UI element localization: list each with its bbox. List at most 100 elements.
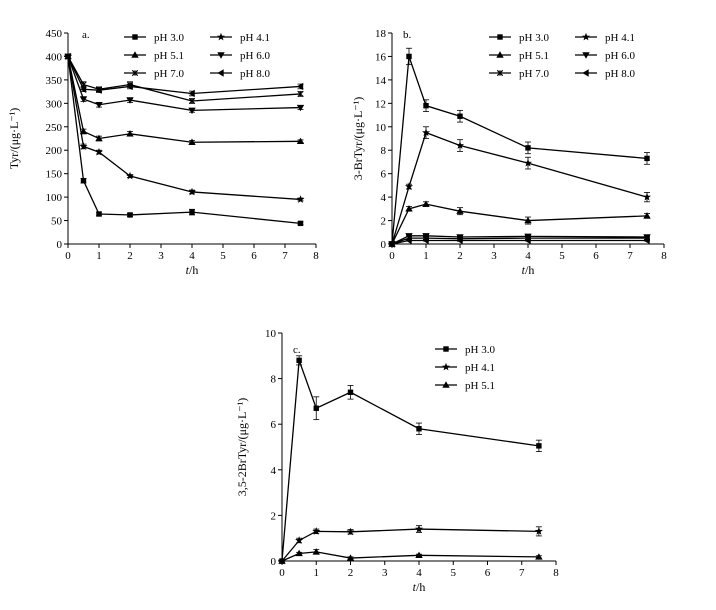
- data-point: [416, 426, 422, 432]
- x-tick-label: 8: [313, 250, 319, 262]
- series-line: [391, 56, 648, 245]
- legend-entry: pH 4.1: [575, 32, 635, 44]
- legend-entry: pH 5.1: [489, 50, 549, 62]
- data-point: [96, 211, 102, 217]
- x-tick-label: 8: [553, 567, 559, 579]
- data-point: [524, 158, 532, 167]
- y-tick-label: 400: [46, 51, 63, 63]
- data-point: [422, 200, 430, 207]
- legend-label: pH 5.1: [465, 380, 495, 392]
- data-point: [95, 86, 102, 94]
- x-tick-label: 1: [423, 250, 429, 262]
- data-point: [643, 192, 651, 201]
- x-tick-label: 7: [282, 250, 288, 262]
- data-point: [405, 236, 412, 245]
- data-point: [79, 85, 87, 93]
- data-point: [388, 240, 395, 248]
- y-tick-label: 0: [271, 556, 277, 568]
- data-point: [79, 96, 88, 103]
- y-tick-label: 150: [46, 169, 63, 181]
- y-axis-title: 3,5-2BrTyr/(μg·L⁻¹): [235, 398, 249, 497]
- legend-marker: [496, 69, 504, 77]
- data-point: [415, 551, 423, 558]
- y-tick-label: 16: [375, 51, 387, 63]
- x-axis-title: t/h: [522, 263, 535, 277]
- data-point: [456, 141, 464, 149]
- series-line: [67, 56, 301, 225]
- legend-label: pH 4.1: [605, 32, 635, 44]
- legend-label: pH 3.0: [519, 32, 549, 44]
- legend-entry: pH 3.0: [124, 32, 184, 44]
- panel-label: a.: [82, 29, 90, 41]
- series-pH-3_0: [389, 47, 650, 247]
- legend-entry: pH 8.0: [210, 68, 270, 80]
- data-point: [126, 82, 133, 91]
- data-point: [422, 236, 429, 245]
- y-tick-label: 14: [375, 75, 387, 87]
- data-point: [346, 554, 355, 561]
- y-tick-label: 4: [381, 192, 387, 204]
- data-point: [126, 130, 134, 137]
- legend-label: pH 7.0: [519, 68, 549, 80]
- legend-marker: [442, 381, 450, 388]
- y-tick-label: 10: [265, 328, 277, 340]
- x-tick-label: 7: [627, 250, 633, 262]
- legend-marker: [497, 34, 503, 40]
- data-point: [457, 113, 463, 119]
- legend: pH 3.0 pH 4.1 pH 5.1 pH 6.0 pH 7.0 pH 8.0: [489, 32, 635, 80]
- data-point: [295, 549, 303, 557]
- x-tick-label: 5: [559, 250, 565, 262]
- data-point: [312, 548, 320, 555]
- y-tick-label: 6: [381, 169, 387, 181]
- data-point: [524, 216, 532, 224]
- legend-label: pH 8.0: [240, 68, 270, 80]
- legend-entry: pH 7.0: [124, 68, 184, 80]
- x-tick-label: 4: [525, 250, 531, 262]
- legend-marker: [217, 32, 225, 41]
- legend-entry: pH 6.0: [210, 50, 270, 62]
- y-tick-label: 250: [46, 122, 63, 134]
- y-tick-label: 0: [57, 239, 63, 251]
- data-point: [126, 171, 134, 180]
- data-point: [643, 212, 651, 219]
- data-point: [406, 53, 412, 60]
- series-line: [67, 56, 301, 112]
- x-tick-label: 0: [279, 567, 285, 579]
- legend-entry: pH 4.1: [435, 362, 495, 374]
- data-point: [297, 90, 304, 98]
- data-point: [456, 207, 464, 214]
- panel-b-chart: 0 1 2 3 4 5 6 7 8024681012141618t/h3-BrTyr/(μg·L…: [351, 28, 667, 277]
- data-point: [296, 104, 305, 112]
- legend-label: pH 5.1: [519, 50, 549, 62]
- x-axis-title: t/h: [186, 263, 199, 277]
- x-tick-label: 3: [382, 567, 388, 579]
- series-line: [67, 56, 301, 95]
- x-tick-label: 0: [389, 250, 395, 262]
- panel-c-chart: 0 1 2 3 4 5 6 7 8 0 2 4 6 8 10 t/h 3,5-2BrTyr/(μg·L⁻¹) c.…: [235, 328, 559, 594]
- data-point: [189, 209, 195, 215]
- y-tick-label: 2: [381, 216, 387, 228]
- legend-label: pH 3.0: [465, 344, 495, 356]
- legend-label: pH 4.1: [465, 362, 495, 374]
- data-point: [79, 142, 88, 150]
- panel-a-chart: 0 1 2 3 4 5 6 7 8 0 50 100 150 200 250 300 350 400 450 t/h T…: [7, 28, 319, 277]
- legend-label: pH 7.0: [154, 68, 184, 80]
- series-pH-3_0: [65, 53, 304, 227]
- x-tick-label: 4: [189, 250, 195, 262]
- data-point: [423, 102, 429, 109]
- panel-label: b.: [403, 29, 412, 41]
- data-point: [405, 182, 413, 190]
- series-pH-5_1: [278, 548, 543, 564]
- x-tick-label: 5: [220, 250, 226, 262]
- data-point: [80, 178, 87, 184]
- x-tick-label: 2: [348, 567, 354, 579]
- legend-entry: pH 8.0: [575, 68, 635, 80]
- data-point: [95, 134, 103, 142]
- legend-marker: [496, 51, 504, 58]
- data-point: [296, 357, 302, 364]
- y-tick-label: 0: [381, 239, 387, 251]
- legend-label: pH 6.0: [605, 50, 635, 62]
- data-point: [346, 527, 355, 536]
- legend-marker: [442, 362, 450, 371]
- legend-label: pH 3.0: [154, 32, 184, 44]
